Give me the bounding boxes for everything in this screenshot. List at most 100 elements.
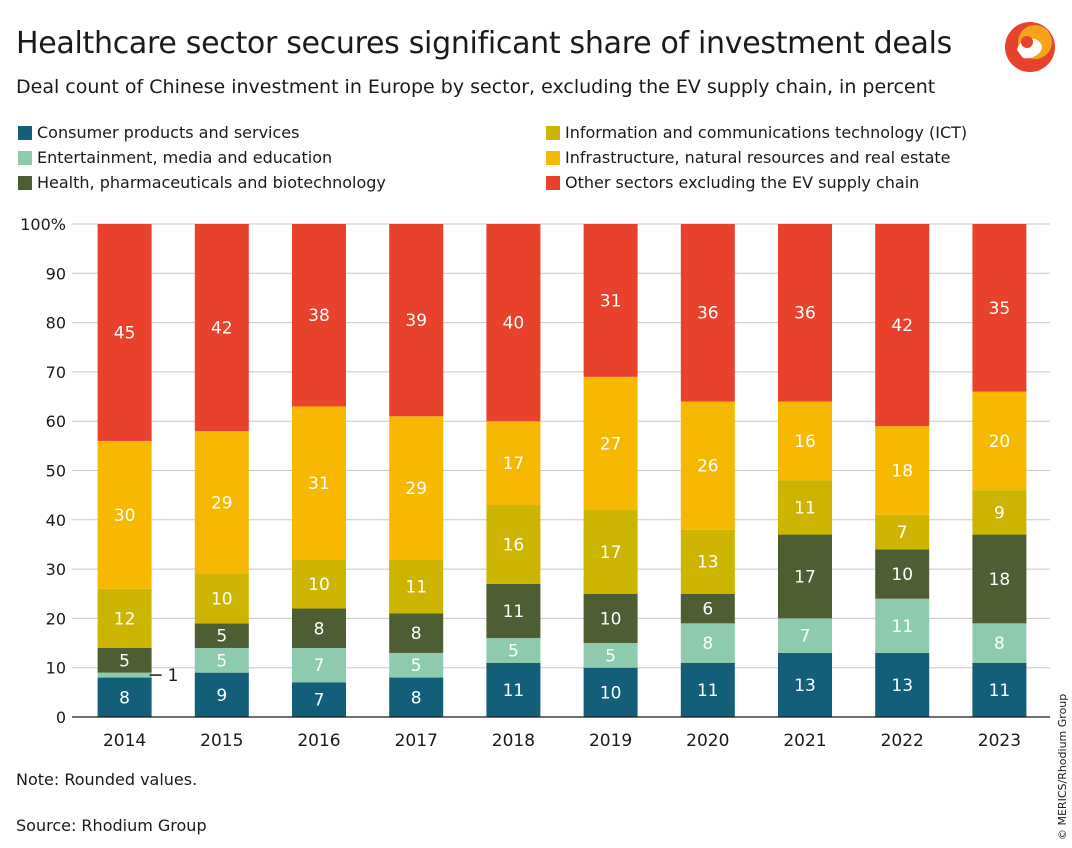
bar-segment xyxy=(486,638,541,663)
data-label: 10 xyxy=(891,565,913,585)
bar-segment xyxy=(778,534,832,619)
bar-segment xyxy=(583,643,638,668)
y-tick-label: 20 xyxy=(46,609,66,628)
data-label: 5 xyxy=(411,656,422,676)
data-label: 12 xyxy=(114,609,136,629)
x-tick-label: 2018 xyxy=(492,731,535,751)
bar-segment xyxy=(486,224,541,422)
bar-segment xyxy=(875,514,930,550)
bar-segment xyxy=(778,480,832,535)
data-label: 27 xyxy=(600,434,622,454)
bar-segment xyxy=(486,662,541,717)
y-tick-label: 40 xyxy=(46,511,66,530)
copyright-credit: © MERICS/Rhodium Group xyxy=(1056,693,1069,840)
legend-swatch xyxy=(18,175,32,190)
chart-subtitle: Deal count of Chinese investment in Euro… xyxy=(16,76,936,98)
legend-label: Entertainment, media and education xyxy=(37,148,333,167)
y-tick-label: 10 xyxy=(46,659,66,678)
legend-swatch xyxy=(18,125,32,140)
bar-segment xyxy=(389,613,444,653)
legend-label: Consumer products and services xyxy=(37,123,300,142)
y-tick-label: 0 xyxy=(56,708,66,727)
bar-segment xyxy=(583,667,638,717)
legend-item-entertainment: Entertainment, media and education xyxy=(18,145,386,170)
bar-segment xyxy=(97,677,152,717)
bar-segment xyxy=(972,490,1027,535)
bar-segment xyxy=(292,608,346,648)
bar-segment xyxy=(389,416,444,560)
note-text: Note: Rounded values. xyxy=(16,770,198,789)
data-label: 11 xyxy=(891,617,913,637)
bar-segment xyxy=(680,593,735,624)
data-label: 39 xyxy=(405,311,427,331)
legend-item-infrastructure: Infrastructure, natural resources and re… xyxy=(546,145,967,170)
x-tick-label: 2017 xyxy=(395,731,438,751)
bar-segment xyxy=(389,559,444,614)
x-tick-label: 2021 xyxy=(783,731,826,751)
data-label: 17 xyxy=(503,454,525,474)
bar-segment xyxy=(583,509,638,594)
bar-segment xyxy=(875,549,930,599)
data-label: 8 xyxy=(314,619,325,639)
y-tick-label: 30 xyxy=(46,560,66,579)
data-label: 18 xyxy=(891,462,913,482)
data-label: 7 xyxy=(800,627,811,647)
data-label: 16 xyxy=(794,432,816,452)
data-label: 1 xyxy=(168,666,179,686)
bar-segment xyxy=(778,618,832,653)
data-label: 29 xyxy=(405,479,427,499)
y-tick-label: 70 xyxy=(46,363,66,382)
bar-segment xyxy=(875,652,930,717)
bar-segment xyxy=(97,672,152,678)
legend-item-other: Other sectors excluding the EV supply ch… xyxy=(546,170,967,195)
data-label: 5 xyxy=(216,627,227,647)
data-label: 11 xyxy=(697,681,719,701)
bar-segment xyxy=(583,224,638,377)
data-label: 16 xyxy=(503,535,525,555)
data-label: 10 xyxy=(600,609,622,629)
legend-item-consumer: Consumer products and services xyxy=(18,120,386,145)
bar-segment xyxy=(972,623,1027,663)
legend-item-ict: Information and communications technolog… xyxy=(546,120,967,145)
y-tick-label: 100% xyxy=(20,215,66,234)
data-label: 17 xyxy=(794,567,816,587)
data-label: 5 xyxy=(119,651,130,671)
bar-segment xyxy=(292,406,346,560)
legend-swatch xyxy=(18,150,32,165)
bar-segment xyxy=(97,440,152,589)
data-label: 42 xyxy=(211,319,233,339)
data-label: 8 xyxy=(411,624,422,644)
bar-segment xyxy=(292,559,346,609)
x-tick-label: 2019 xyxy=(589,731,632,751)
data-label: 10 xyxy=(308,575,330,595)
y-tick-label: 90 xyxy=(46,264,66,283)
data-label: 31 xyxy=(308,474,330,494)
bar-segment xyxy=(194,647,249,673)
bar-segment xyxy=(194,623,249,648)
y-tick-label: 80 xyxy=(46,314,66,333)
data-label: 42 xyxy=(891,316,913,336)
data-label: 38 xyxy=(308,306,330,326)
legend-swatch xyxy=(546,150,560,165)
bar-segment xyxy=(875,426,930,515)
bar-segment xyxy=(972,662,1027,717)
bar-segment xyxy=(583,593,638,644)
bar-segment xyxy=(389,677,444,717)
data-label: 6 xyxy=(702,600,713,620)
merics-logo xyxy=(1005,22,1055,72)
bar-segment xyxy=(680,529,735,594)
chart-title: Healthcare sector secures significant sh… xyxy=(16,26,953,61)
data-label: 36 xyxy=(794,304,816,324)
bar-segment xyxy=(972,534,1027,624)
data-label: 10 xyxy=(211,590,233,610)
data-label: 8 xyxy=(119,688,130,708)
y-tick-label: 60 xyxy=(46,412,66,431)
legend-label: Information and communications technolog… xyxy=(565,123,968,142)
x-tick-label: 2022 xyxy=(881,731,924,751)
bar-segment xyxy=(778,652,832,717)
legend-swatch xyxy=(546,125,560,140)
data-label: 8 xyxy=(411,688,422,708)
data-label: 40 xyxy=(503,314,525,334)
data-label: 26 xyxy=(697,457,719,477)
bar-segment xyxy=(972,391,1027,491)
